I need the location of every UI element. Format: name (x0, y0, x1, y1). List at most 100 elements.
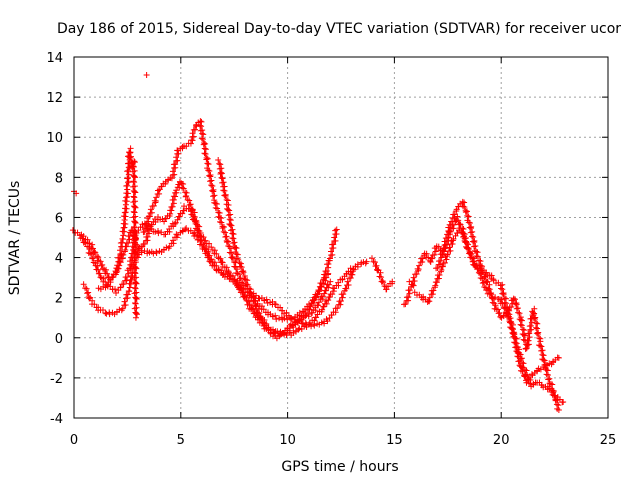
data-point (459, 203, 466, 210)
data-point (131, 239, 138, 246)
data-point (473, 253, 480, 259)
data-point (130, 223, 137, 230)
data-point (208, 182, 215, 189)
data-point (189, 130, 196, 137)
data-point (125, 287, 132, 294)
data-point (141, 228, 148, 235)
data-point (334, 305, 341, 312)
data-point (127, 149, 134, 156)
y-tick-label: -2 (50, 372, 63, 387)
data-point (379, 277, 386, 284)
data-point (524, 376, 531, 383)
data-point (132, 255, 139, 262)
data-point (121, 217, 128, 224)
data-point (441, 259, 448, 266)
data-point (130, 183, 137, 190)
data-point (217, 255, 224, 262)
data-point (131, 284, 138, 291)
data-point (543, 371, 550, 378)
data-point (175, 213, 182, 220)
data-point (201, 150, 208, 157)
x-tick-label: 5 (177, 433, 185, 448)
data-point (132, 264, 139, 271)
data-point (436, 271, 443, 278)
data-point (132, 219, 139, 226)
data-point (525, 375, 532, 382)
data-point (122, 201, 129, 208)
data-point (545, 376, 552, 383)
data-point (120, 281, 127, 288)
series-track-f (215, 156, 334, 342)
data-point (295, 326, 302, 333)
data-point (197, 127, 204, 134)
data-point (529, 309, 536, 316)
y-tick-label: 12 (46, 91, 63, 106)
data-point (509, 330, 516, 337)
data-point (132, 189, 139, 196)
data-point (180, 185, 187, 192)
x-axis-ticks: 0 5 10 15 20 25 (70, 57, 616, 448)
data-point (85, 294, 92, 301)
data-point (263, 296, 270, 303)
data-point (348, 271, 355, 278)
data-point (416, 262, 423, 269)
data-point (333, 226, 340, 233)
data-point (467, 251, 474, 258)
data-point (430, 287, 437, 294)
data-point (209, 187, 216, 194)
data-point (337, 301, 344, 308)
data-point (347, 275, 354, 282)
data-point (86, 240, 93, 247)
data-point (237, 263, 244, 270)
data-point (197, 122, 204, 129)
data-point (476, 261, 483, 268)
data-point (530, 315, 537, 322)
data-point (193, 219, 200, 226)
data-point (87, 294, 94, 301)
data-point (170, 237, 177, 244)
data-point (555, 354, 562, 361)
data-point (242, 276, 249, 283)
data-point (465, 213, 472, 220)
data-point (202, 150, 209, 157)
data-point (527, 322, 534, 329)
data-point (118, 250, 125, 257)
data-point (427, 259, 434, 266)
data-point (95, 266, 102, 273)
data-point (131, 305, 138, 312)
data-point (323, 267, 330, 274)
data-point (224, 197, 231, 204)
data-point (169, 168, 176, 175)
data-point (218, 267, 225, 274)
data-point (486, 290, 493, 297)
data-point (132, 249, 139, 256)
data-point (102, 309, 109, 316)
data-point (225, 212, 232, 219)
data-point (210, 193, 217, 200)
data-point (117, 247, 124, 254)
data-point (231, 263, 238, 270)
data-point (115, 265, 122, 272)
x-tick-label: 15 (386, 433, 403, 448)
data-point (331, 234, 338, 241)
data-point (322, 277, 329, 284)
data-point (462, 209, 469, 216)
data-point (389, 278, 396, 285)
data-point (465, 241, 472, 248)
data-point (173, 234, 180, 241)
data-point (124, 182, 131, 189)
data-point (132, 270, 139, 277)
data-point (225, 269, 232, 276)
data-point (469, 258, 476, 265)
series-track-g (368, 255, 396, 293)
data-point (324, 318, 331, 325)
data-point (90, 255, 97, 262)
data-point (278, 307, 285, 314)
data-point (133, 280, 140, 287)
data-point (131, 224, 138, 231)
data-point (258, 315, 265, 322)
data-point (426, 294, 433, 301)
data-point (132, 300, 139, 307)
data-point (127, 145, 134, 152)
data-point (244, 281, 251, 288)
